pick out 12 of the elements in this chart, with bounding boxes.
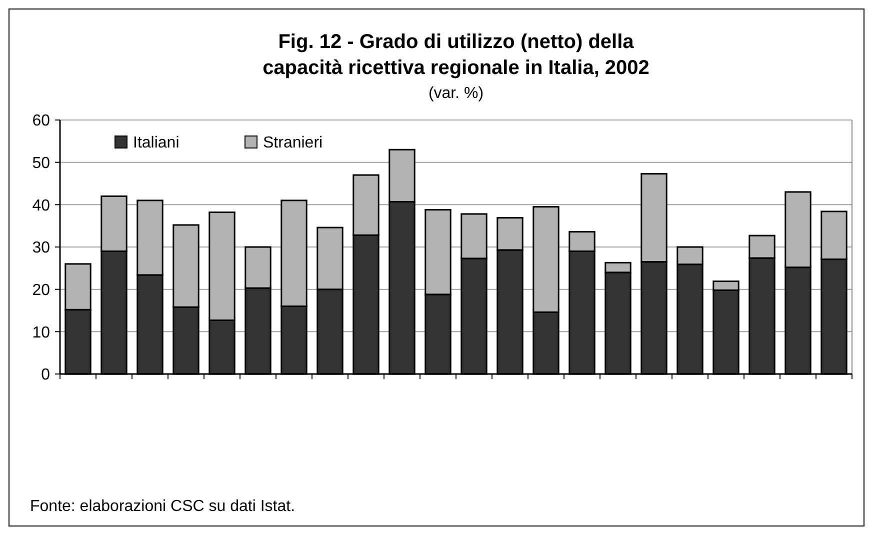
- y-tick-label: 60: [32, 112, 50, 130]
- source-note: Fonte: elaborazioni CSC su dati Istat.: [30, 498, 296, 515]
- y-tick-label: 10: [32, 324, 50, 342]
- y-tick-label: 20: [32, 282, 50, 299]
- legend-label: Stranieri: [263, 134, 323, 152]
- chart-title: Fig. 12 - Grado di utilizzo (netto) della capacità ricettiva regionale in Italia, 2002: [262, 31, 650, 79]
- y-tick-label: 50: [32, 154, 50, 172]
- legend-label: Italiani: [133, 134, 180, 152]
- y-tick-label: 30: [32, 240, 50, 257]
- chart-subtitle: (var. %): [428, 85, 484, 102]
- y-tick-label: 40: [32, 197, 50, 214]
- y-tick-label: 0: [41, 366, 50, 384]
